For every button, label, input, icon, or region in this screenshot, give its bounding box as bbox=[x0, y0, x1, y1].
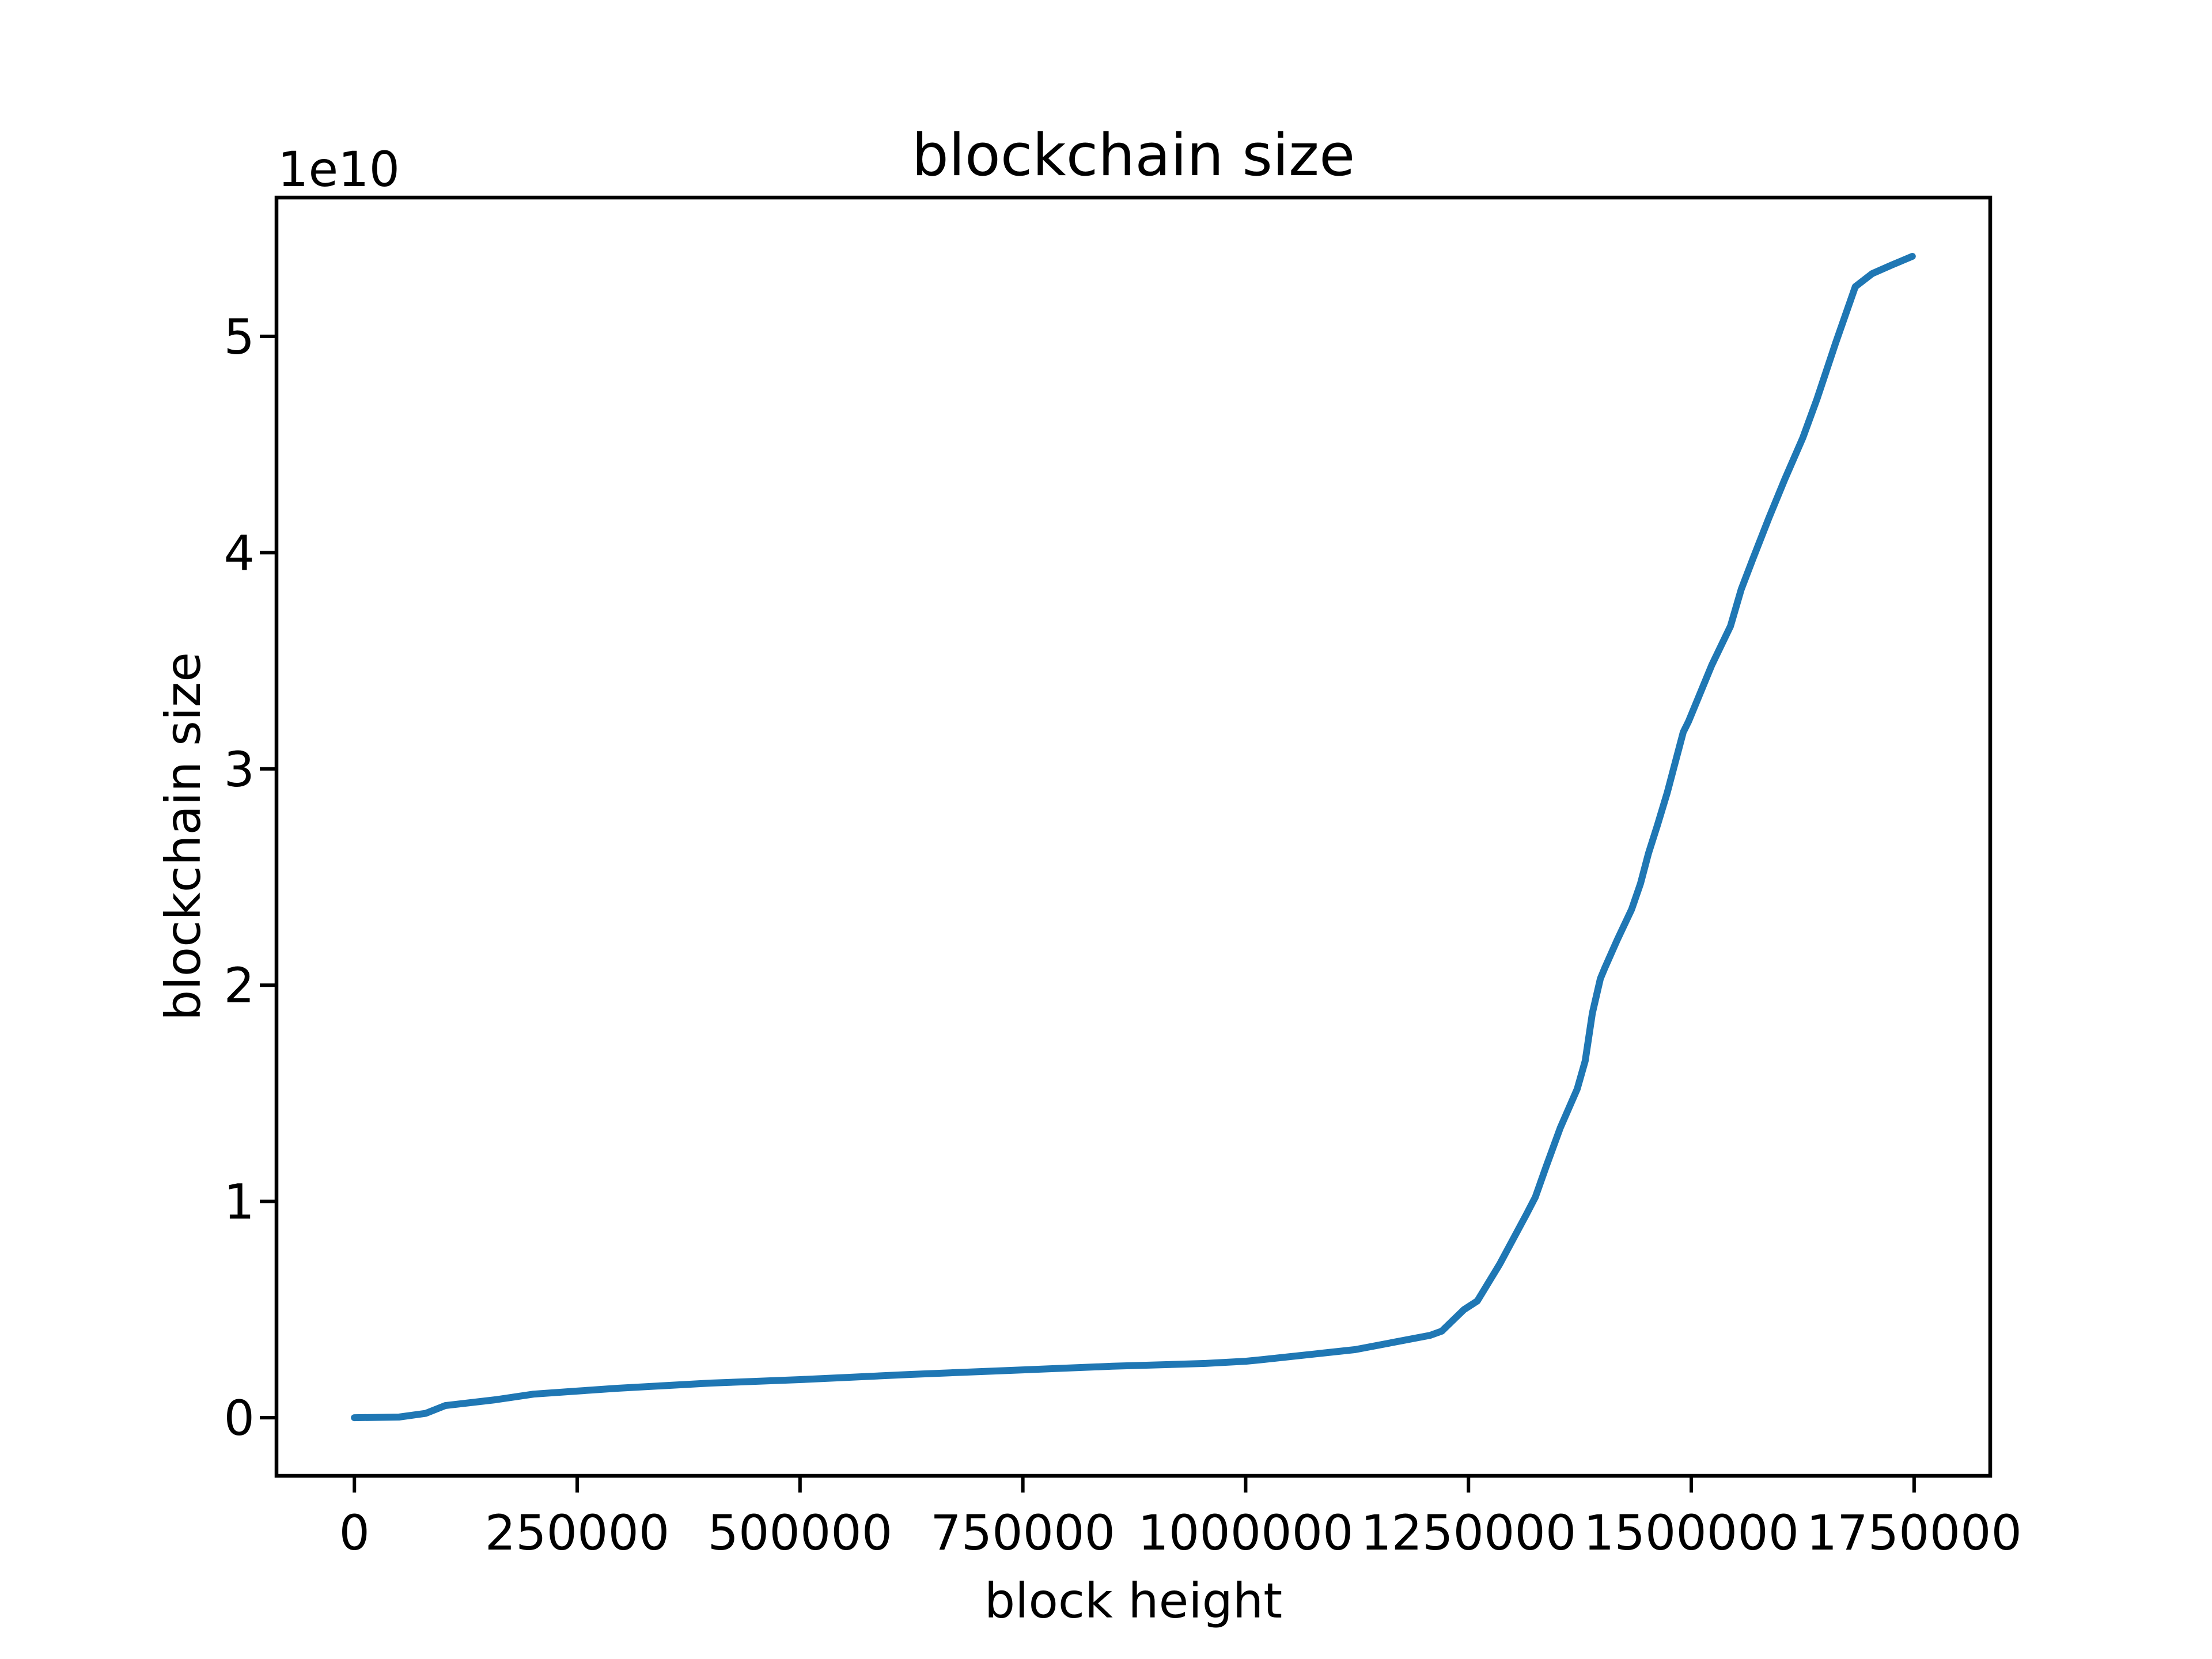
y-tick-label: 0 bbox=[224, 1390, 255, 1446]
blockchain-size-line bbox=[351, 253, 1916, 1422]
x-tick-label: 1750000 bbox=[1806, 1505, 2022, 1561]
y-tick-label: 3 bbox=[224, 741, 255, 798]
x-tick-label: 1250000 bbox=[1361, 1505, 1576, 1561]
x-tick-label: 250000 bbox=[485, 1505, 670, 1561]
x-tick-label: 1000000 bbox=[1138, 1505, 1353, 1561]
y-axis-label: blockchain size bbox=[155, 652, 211, 1021]
x-axis-label: block height bbox=[984, 1573, 1283, 1629]
x-tick-label: 1500000 bbox=[1584, 1505, 1799, 1561]
y-tick-label: 1 bbox=[224, 1174, 255, 1230]
chart-title: blockchain size bbox=[911, 121, 1355, 189]
x-tick-label: 500000 bbox=[708, 1505, 893, 1561]
x-tick-label: 0 bbox=[339, 1505, 370, 1561]
x-tick-label: 750000 bbox=[930, 1505, 1115, 1561]
y-tick-label: 5 bbox=[224, 309, 255, 365]
y-axis-offset-label: 1e10 bbox=[278, 141, 400, 198]
plot-border bbox=[274, 195, 1993, 1478]
y-tick-label: 4 bbox=[224, 525, 255, 581]
y-tick-label: 2 bbox=[224, 957, 255, 1014]
